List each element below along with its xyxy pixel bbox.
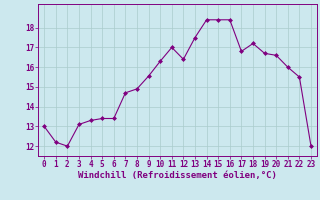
- X-axis label: Windchill (Refroidissement éolien,°C): Windchill (Refroidissement éolien,°C): [78, 171, 277, 180]
